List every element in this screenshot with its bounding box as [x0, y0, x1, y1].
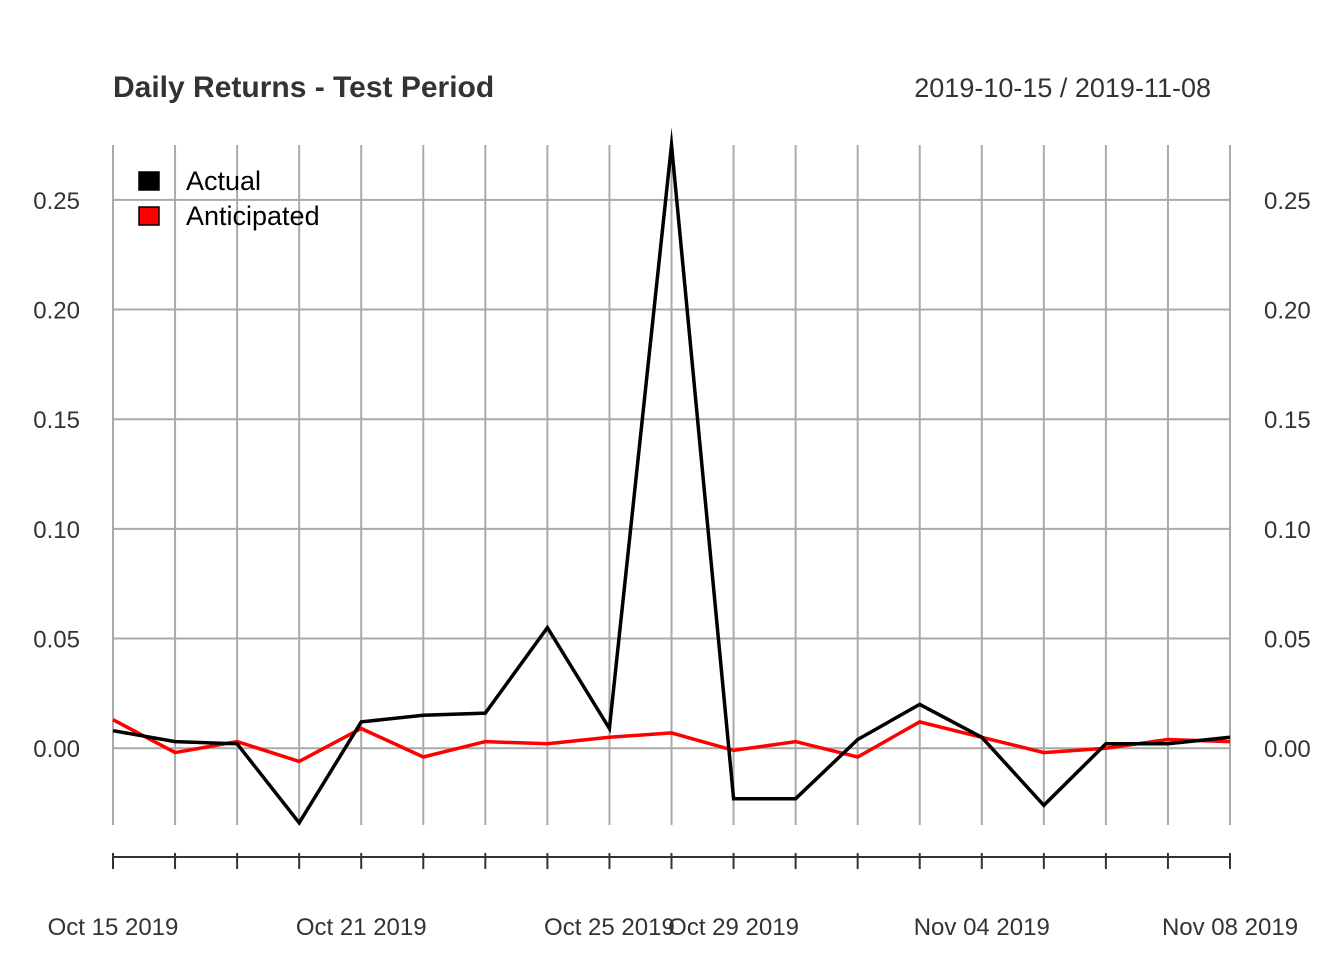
x-tick-label: Oct 29 2019	[668, 914, 799, 941]
chart-title: Daily Returns - Test Period	[113, 71, 494, 104]
y-tick-label-right: 0.00	[1264, 736, 1311, 763]
axes: 0.00 0.00 0.05 0.05 0.10 0.10 0.15 0.15 0.20 0.20…	[33, 188, 1310, 941]
series-layer	[112, 127, 1231, 826]
x-tick-label: Oct 21 2019	[296, 914, 427, 941]
y-tick-label-left: 0.20	[33, 298, 80, 325]
legend-label-anticipated: Anticipated	[186, 201, 320, 231]
date-range-label: 2019-10-15 / 2019-11-08	[914, 73, 1211, 103]
y-tick-label-left: 0.25	[33, 188, 80, 215]
y-tick-label-left: 0.00	[33, 736, 80, 763]
y-tick-label-left: 0.15	[33, 407, 80, 434]
grid	[112, 145, 1231, 825]
y-tick-label-left: 0.10	[33, 517, 80, 544]
y-tick-label-right: 0.05	[1264, 627, 1311, 654]
y-tick-label-right: 0.20	[1264, 298, 1311, 325]
y-tick-label-right: 0.15	[1264, 407, 1311, 434]
series-line-anticipated	[112, 718, 1231, 764]
y-tick-label-left: 0.05	[33, 627, 80, 654]
x-tick-label: Oct 25 2019	[544, 914, 675, 941]
legend: Actual Anticipated	[138, 166, 320, 231]
x-tick-label: Nov 08 2019	[1162, 914, 1298, 941]
y-tick-label-right: 0.10	[1264, 517, 1311, 544]
legend-label-actual: Actual	[186, 166, 261, 196]
x-tick-label: Nov 04 2019	[914, 914, 1050, 941]
x-tick-label: Oct 15 2019	[48, 914, 179, 941]
y-tick-label-right: 0.25	[1264, 188, 1311, 215]
series-line-actual	[112, 127, 1231, 826]
legend-swatch-anticipated	[138, 206, 160, 226]
legend-swatch-actual	[138, 171, 160, 191]
